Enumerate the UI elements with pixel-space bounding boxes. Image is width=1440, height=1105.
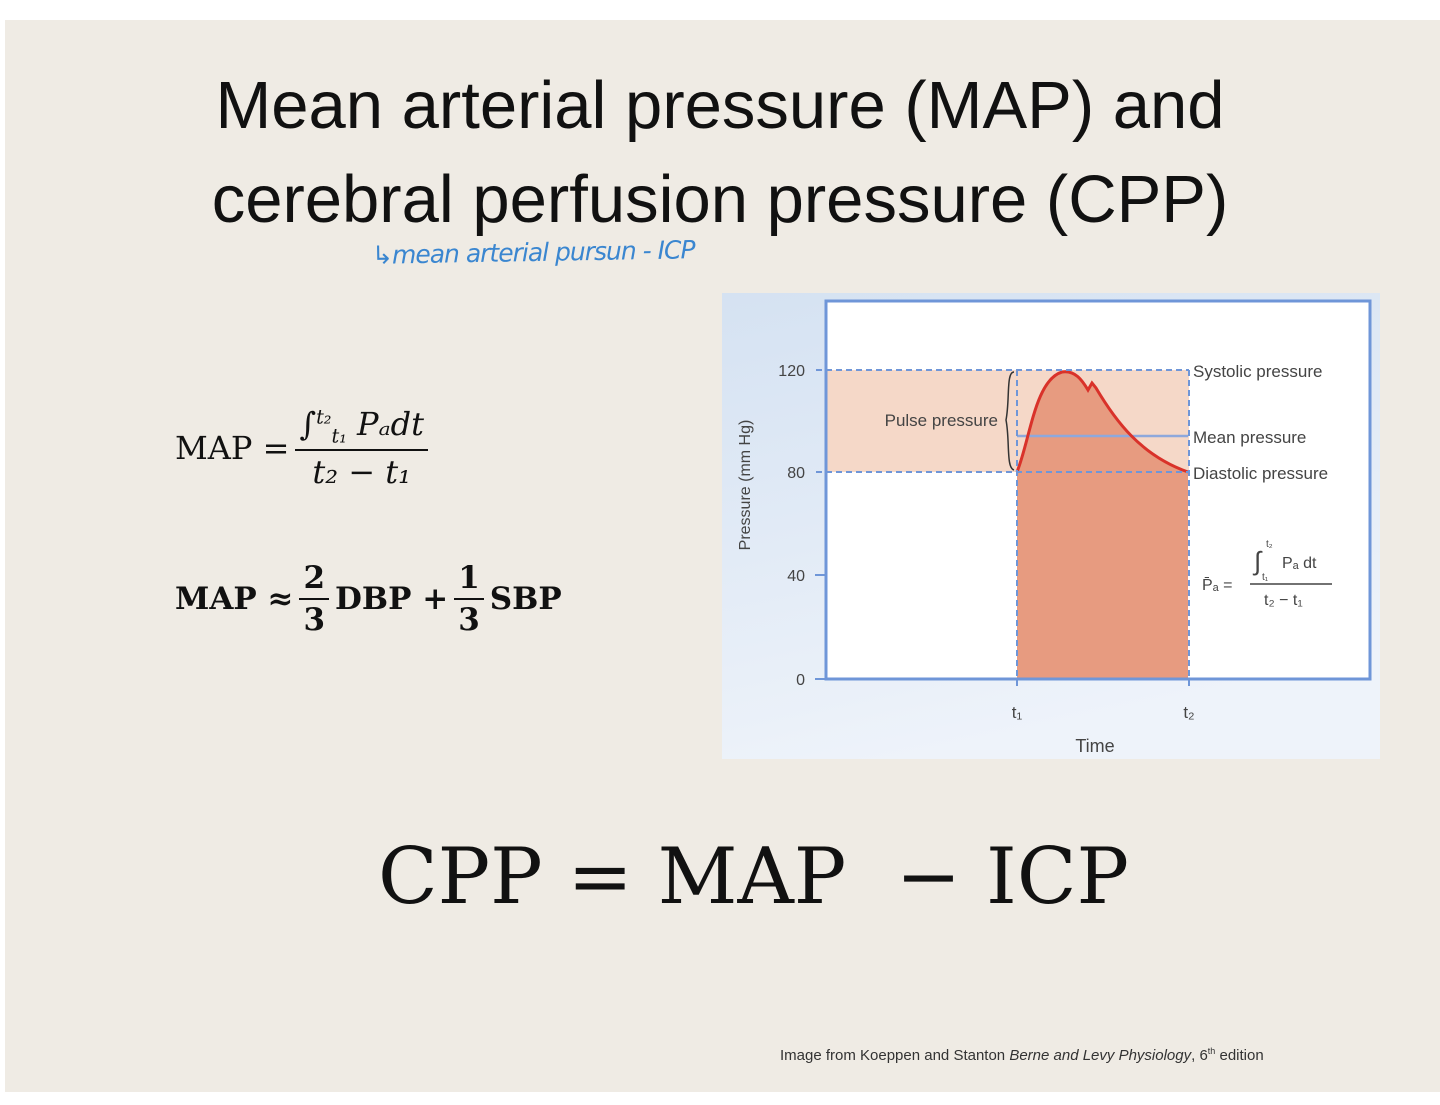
plot-frame — [824, 299, 1372, 681]
x-axis-label: Time — [1075, 736, 1114, 756]
credit-end: edition — [1215, 1047, 1264, 1064]
systolic-label: Systolic pressure — [1193, 362, 1322, 381]
y-tick-120: 120 — [778, 363, 805, 380]
slide-title-line-2: cerebral perfusion pressure (CPP) — [211, 162, 1229, 237]
formula-numerator: Pₐ dt — [1282, 555, 1317, 572]
credit-sup: th — [1207, 1046, 1216, 1056]
cpp-equation: CPP = MAP − ICP — [378, 832, 1129, 922]
mean-label: Mean pressure — [1193, 428, 1306, 447]
pulse-pressure-label: Pulse pressure — [885, 411, 998, 430]
formula-lhs: P̄ₐ = — [1202, 577, 1232, 594]
y-tick-40: 40 — [787, 568, 805, 585]
x-tick-t2: t₂ — [1183, 703, 1194, 722]
frac1-num: 2 — [299, 560, 330, 600]
formula-upper: t₂ — [1266, 539, 1273, 550]
formula-denominator: t₂ − t₁ — [1264, 592, 1303, 609]
integrand: Pₐdt — [357, 405, 424, 443]
dbp-term: DBP + — [335, 581, 449, 617]
integral-upper: t₂ — [316, 405, 332, 429]
pulse-pressure-brace — [1005, 371, 1015, 471]
sbp-term: SBP — [489, 581, 562, 617]
map-denominator: t₂ − t₁ — [312, 453, 411, 492]
integral-sign: ∫ — [299, 405, 317, 443]
y-tick-0: 0 — [796, 672, 805, 689]
diastolic-label: Diastolic pressure — [1193, 464, 1328, 483]
formula-lower: t₁ — [1262, 572, 1269, 583]
credit-suffix: , 6 — [1191, 1047, 1208, 1064]
x-tick-t1: t₁ — [1012, 703, 1023, 722]
credit-book: Berne and Levy Physiology — [1009, 1047, 1192, 1064]
frac1-den: 3 — [303, 602, 326, 638]
mean-pressure-formula: P̄ₐ = ∫ t₂ t₁ Pₐ dt t₂ − t₁ — [1202, 539, 1332, 609]
formula-integral-sign: ∫ — [1252, 546, 1263, 576]
pressure-curve — [1015, 370, 1189, 474]
y-axis-label: Pressure (mm Hg) — [737, 420, 754, 551]
image-credit: Image from Koeppen and Stanton Berne and… — [780, 1046, 1264, 1064]
frac2-den: 3 — [458, 602, 480, 638]
slide-title-line-1: Mean arterial pressure (MAP) and — [215, 68, 1225, 143]
frac2-num: 1 — [454, 560, 484, 600]
y-tick-80: 80 — [787, 465, 805, 482]
credit-prefix: Image from Koeppen and Stanton — [780, 1047, 1010, 1064]
map-integral-equation: MAP = ∫t₂t₁ Pₐdt t₂ − t₁ — [175, 405, 434, 491]
map-lhs: MAP = — [175, 429, 290, 468]
integral-lower: t₁ — [331, 424, 347, 448]
map-approx-lhs: MAP ≈ — [175, 581, 294, 617]
